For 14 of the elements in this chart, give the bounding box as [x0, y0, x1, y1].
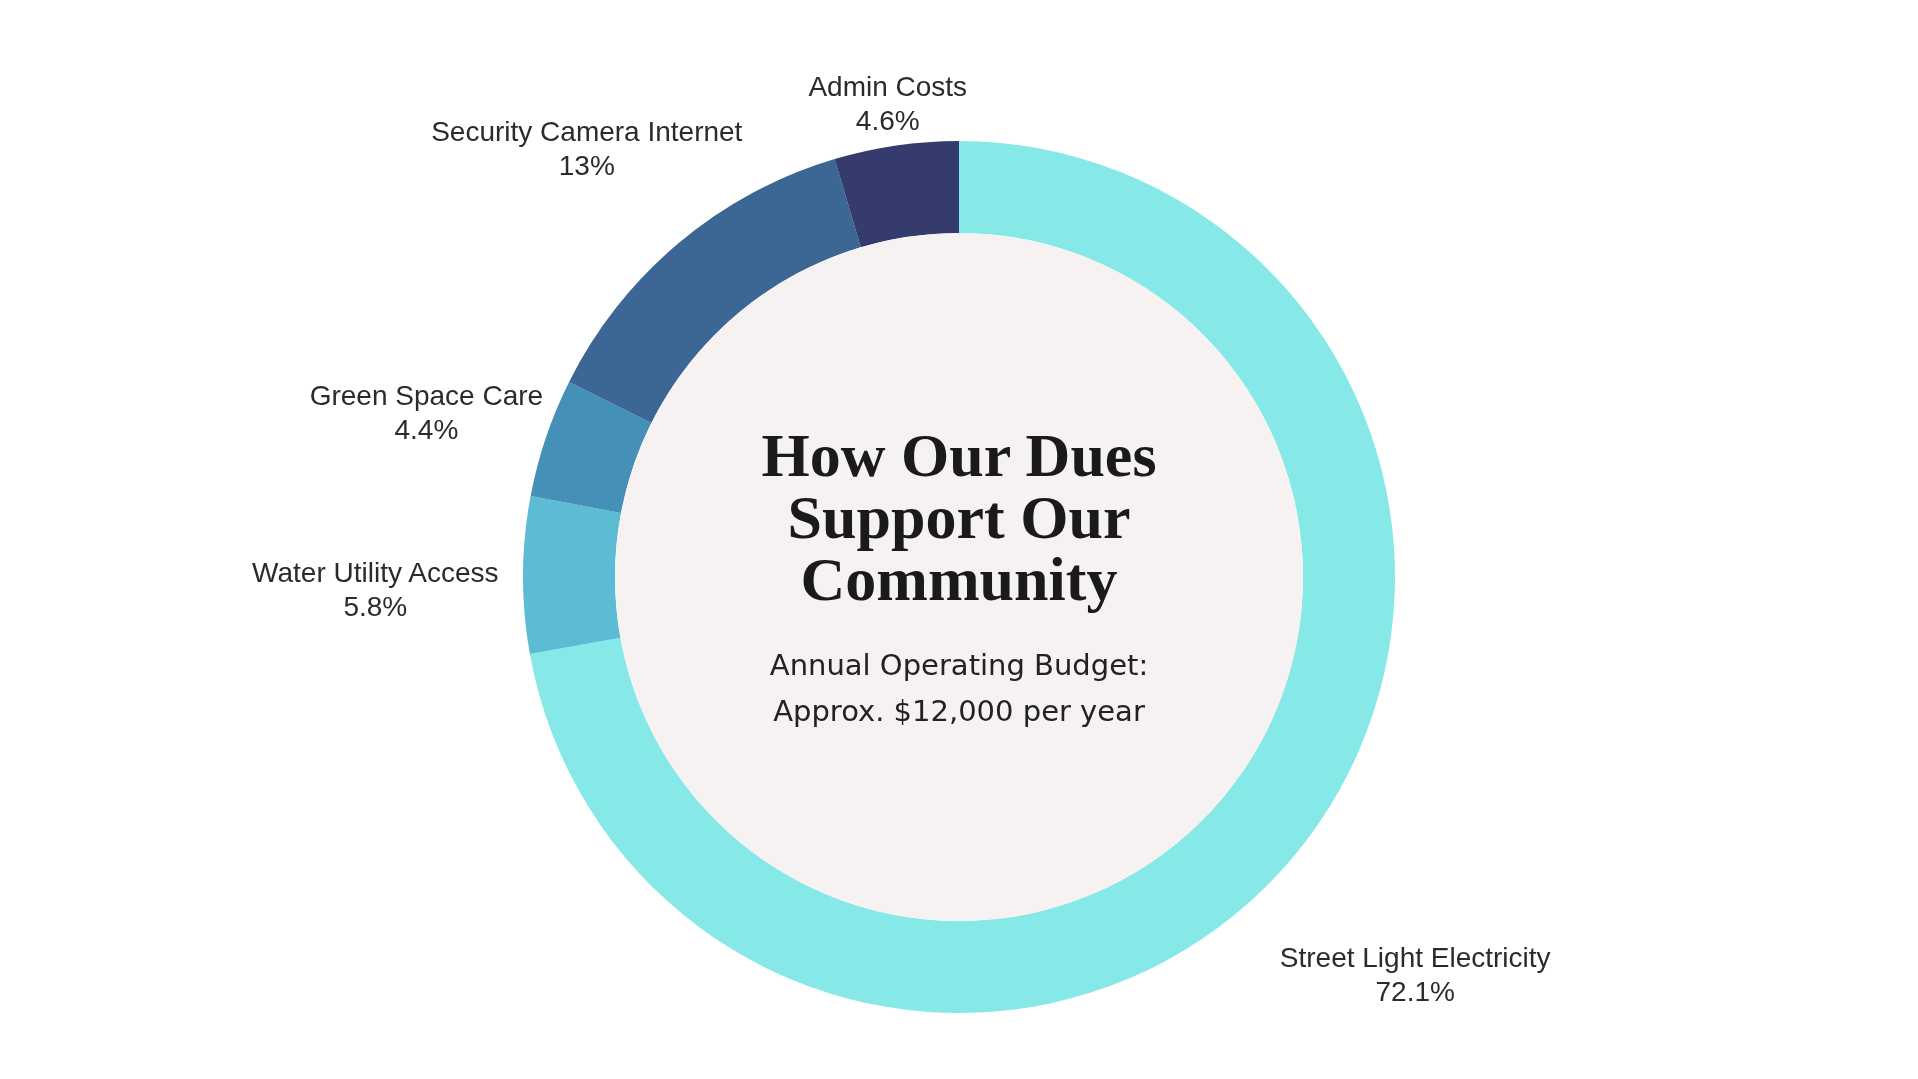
slice-label: Water Utility Access [252, 557, 499, 589]
slice-label: Security Camera Internet [431, 116, 743, 148]
data-label: 4.4% [394, 414, 459, 446]
slice-label: Street Light Electricity [1279, 941, 1551, 973]
donut-slice [834, 141, 959, 248]
data-label: 5.8% [343, 591, 408, 623]
data-label: 13% [558, 150, 615, 182]
slice-label: Admin Costs [808, 70, 968, 102]
text: How Our Dues Support Our Community [761, 421, 1157, 613]
donut-slice [523, 495, 621, 655]
slice-label: Green Space Care [309, 380, 544, 412]
data-label: 4.6% [855, 104, 920, 136]
text: Annual Operating Budget: Approx. $12,000 per year [769, 648, 1149, 728]
data-label: 72.1% [1375, 975, 1455, 1007]
